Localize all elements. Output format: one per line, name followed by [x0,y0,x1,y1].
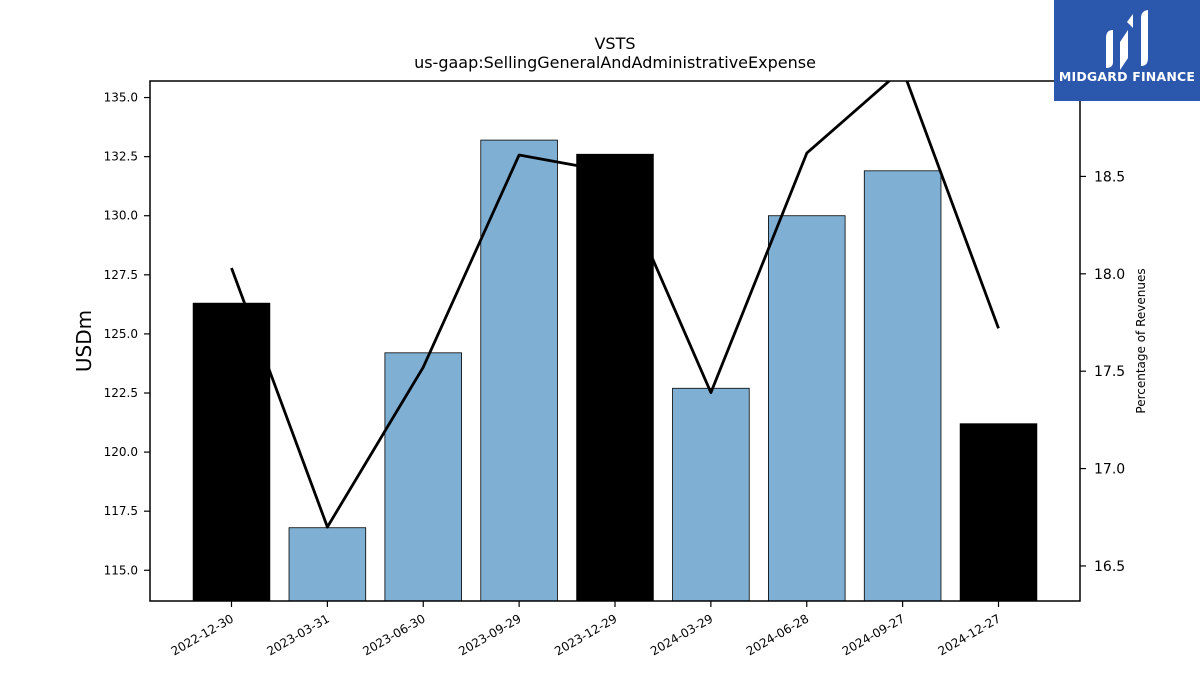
bar [192,302,271,602]
y-tick-label: 130.0 [104,209,138,223]
y-tick-label: 122.5 [104,386,138,400]
x-tick-label: 2024-03-29 [648,611,715,658]
y-tick-label: 132.5 [104,150,138,164]
logo-text: MIDGARD FINANCE [1058,69,1196,84]
y2-tick-label: 18.0 [1094,267,1125,283]
y2-tick-label: 17.5 [1094,364,1125,380]
y-tick-label: 117.5 [104,504,138,518]
bar [288,527,367,602]
left-axis: 115.0 117.5 120.0 122.5 125.0 127.5 130.0 132.5… [104,91,150,577]
bar [959,423,1038,602]
y-axis-label: USDm [72,310,96,372]
x-tick-label: 2024-09-27 [840,611,907,658]
logo: MIDGARD FINANCE [1054,0,1200,101]
y2-tick-label: 17.0 [1094,462,1125,478]
x-axis: 2022-12-30 2023-03-31 2023-06-30 2023-09-29… [169,601,1003,658]
bar [480,139,558,602]
bar [768,215,846,602]
x-tick-label: 2022-12-30 [169,611,236,658]
x-tick-label: 2023-09-29 [456,611,523,658]
bar [863,170,942,602]
bar [576,153,654,602]
x-tick-label: 2023-06-30 [360,611,427,658]
y-tick-label: 125.0 [104,327,138,341]
y-tick-label: 115.0 [104,563,138,577]
y-tick-label: 120.0 [104,445,138,459]
chart-subtitle: us-gaap:SellingGeneralAndAdministrativeE… [414,53,816,72]
line-path [230,81,1000,529]
x-tick-label: 2024-12-27 [936,611,1003,658]
y-tick-label: 135.0 [104,91,138,105]
x-tick-label: 2023-03-31 [264,611,331,658]
y2-axis-label: Percentage of Revenues [1134,268,1148,413]
right-axis: 16.5 17.0 17.5 18.0 18.5 [1080,169,1125,575]
x-tick-label: 2024-06-28 [744,611,811,658]
bar-series [192,139,1038,602]
x-tick-label: 2023-12-29 [552,611,619,658]
line-series [230,81,1000,529]
bar [672,387,750,602]
y2-tick-label: 18.5 [1094,169,1125,185]
chart-title: VSTS [594,34,635,53]
bar [384,352,462,602]
midgard-m-icon [1106,10,1148,70]
y-tick-label: 127.5 [104,268,138,282]
y2-tick-label: 16.5 [1094,559,1125,575]
